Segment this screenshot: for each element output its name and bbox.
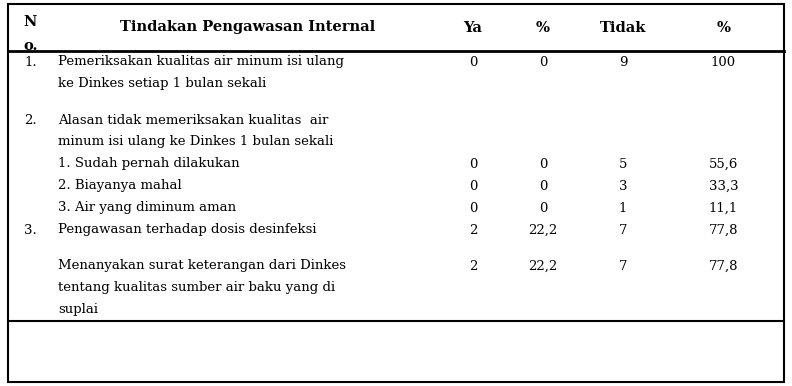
Text: 0: 0	[539, 179, 547, 193]
Text: 2. Biayanya mahal: 2. Biayanya mahal	[58, 179, 181, 193]
Text: 77,8: 77,8	[709, 223, 738, 237]
Text: N: N	[24, 15, 37, 29]
Text: Tindakan Pengawasan Internal: Tindakan Pengawasan Internal	[120, 20, 375, 34]
Text: 5: 5	[619, 157, 627, 171]
Text: 11,1: 11,1	[709, 201, 738, 215]
Text: 2: 2	[469, 259, 478, 273]
Text: Menanyakan surat keterangan dari Dinkes: Menanyakan surat keterangan dari Dinkes	[58, 259, 346, 273]
Text: %: %	[536, 20, 550, 34]
Text: 1.: 1.	[25, 56, 36, 68]
Text: 0: 0	[469, 157, 478, 171]
Text: 0: 0	[469, 179, 478, 193]
Text: 22,2: 22,2	[528, 259, 558, 273]
Text: 0: 0	[539, 201, 547, 215]
Text: 7: 7	[619, 259, 627, 273]
Text: Pengawasan terhadap dosis desinfeksi: Pengawasan terhadap dosis desinfeksi	[58, 223, 317, 237]
Text: 3.: 3.	[24, 223, 37, 237]
Text: 3: 3	[619, 179, 627, 193]
Text: 0: 0	[469, 56, 478, 68]
Text: 1: 1	[619, 201, 627, 215]
Text: 0: 0	[539, 157, 547, 171]
Text: tentang kualitas sumber air baku yang di: tentang kualitas sumber air baku yang di	[58, 281, 335, 295]
Text: 22,2: 22,2	[528, 223, 558, 237]
Text: 7: 7	[619, 223, 627, 237]
Text: 3. Air yang diminum aman: 3. Air yang diminum aman	[58, 201, 236, 215]
Text: 1. Sudah pernah dilakukan: 1. Sudah pernah dilakukan	[58, 157, 240, 171]
Text: 0: 0	[469, 201, 478, 215]
Text: 77,8: 77,8	[709, 259, 738, 273]
Text: Pemeriksakan kualitas air minum isi ulang: Pemeriksakan kualitas air minum isi ulan…	[58, 56, 344, 68]
Text: minum isi ulang ke Dinkes 1 bulan sekali: minum isi ulang ke Dinkes 1 bulan sekali	[58, 135, 333, 149]
Text: 2.: 2.	[25, 113, 36, 127]
Text: %: %	[717, 20, 730, 34]
Text: o.: o.	[23, 39, 38, 53]
Text: suplai: suplai	[58, 303, 98, 317]
Text: ke Dinkes setiap 1 bulan sekali: ke Dinkes setiap 1 bulan sekali	[58, 78, 266, 90]
Text: Ya: Ya	[463, 20, 482, 34]
Text: 0: 0	[539, 56, 547, 68]
Text: 100: 100	[711, 56, 736, 68]
Text: 33,3: 33,3	[709, 179, 738, 193]
Text: 55,6: 55,6	[709, 157, 738, 171]
Text: Alasan tidak memeriksakan kualitas  air: Alasan tidak memeriksakan kualitas air	[58, 113, 329, 127]
Text: Tidak: Tidak	[600, 20, 646, 34]
Text: 2: 2	[469, 223, 478, 237]
Text: 9: 9	[619, 56, 627, 68]
